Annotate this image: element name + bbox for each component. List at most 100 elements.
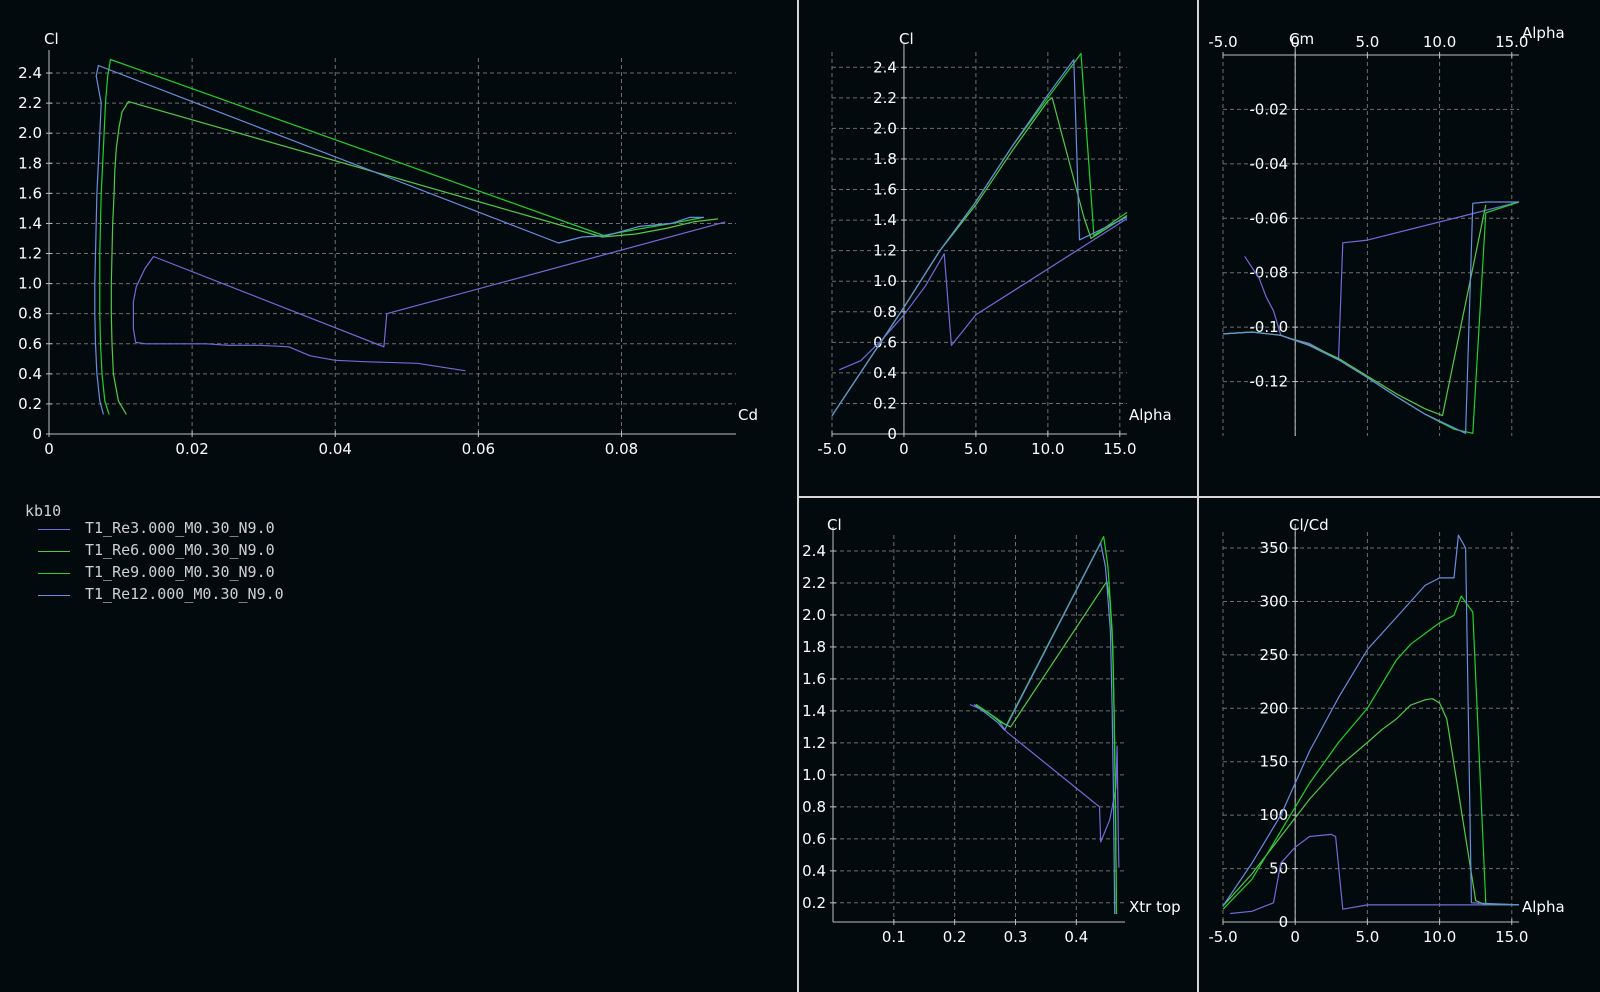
x-tick-label: -5.0 — [817, 440, 846, 458]
y-tick-label: 0.8 — [873, 303, 897, 321]
y-tick-label: 0.8 — [802, 798, 826, 816]
x-tick-label: 0.4 — [1064, 928, 1088, 946]
y-tick-label: 350 — [1260, 539, 1289, 557]
x-tick-label: -5.0 — [1208, 33, 1237, 51]
y-tick-label: 0.6 — [802, 830, 826, 848]
y-tick-label: 1.2 — [18, 245, 42, 263]
x-tick-label: 0.1 — [882, 928, 906, 946]
x-tick-label: 15.0 — [1495, 33, 1528, 51]
y-tick-label: 1.6 — [873, 181, 897, 199]
x-tick-label: 0.08 — [605, 440, 638, 458]
x-axis-label: Cd — [738, 406, 758, 424]
x-tick-label: 0.04 — [319, 440, 352, 458]
series-line — [1222, 201, 1519, 434]
y-tick-label: 2.2 — [873, 89, 897, 107]
y-tick-label: 1.2 — [802, 734, 826, 752]
series-line — [1230, 833, 1519, 915]
y-tick-label: -0.10 — [1249, 318, 1288, 336]
y-tick-label: 0.2 — [802, 894, 826, 912]
y-tick-label: 2.2 — [18, 94, 42, 112]
chart-cm-alpha: -5.0 0 5.0 10.0 15.0-0.02-0.04-0.06-0.08-0.1… — [1208, 24, 1565, 436]
series-line — [969, 703, 1120, 868]
x-tick-label: 0.3 — [1004, 928, 1028, 946]
legend-item: T1_Re3.000_M0.30_N9.0 — [38, 518, 358, 540]
x-tick-label: 15.0 — [1103, 440, 1136, 458]
x-tick-label: 10.0 — [1031, 440, 1064, 458]
x-axis-label: Xtr top — [1129, 898, 1181, 916]
series-line — [831, 52, 1128, 417]
y-tick-label: 250 — [1260, 646, 1289, 664]
legend-item: T1_Re6.000_M0.30_N9.0 — [38, 540, 358, 562]
y-tick-label: 1.6 — [802, 670, 826, 688]
y-axis-label: Cl — [827, 516, 842, 534]
series-line — [975, 580, 1118, 915]
chart-panel-cl-cd: 0 0.02 0.04 0.06 0.08 0 0.2 0.4 0.6 0.8 1.0 1.2 1.4 1… — [0, 0, 797, 496]
x-tick-label: 0 — [44, 440, 54, 458]
series-line — [975, 535, 1118, 915]
y-axis-label: Cm — [1289, 30, 1314, 48]
y-tick-label: 0 — [1279, 913, 1289, 931]
y-tick-label: 0.2 — [18, 395, 42, 413]
x-tick-label: 0.06 — [462, 440, 495, 458]
series-line — [1222, 698, 1520, 907]
y-tick-label: 1.8 — [873, 150, 897, 168]
x-tick-label: 5.0 — [1355, 33, 1379, 51]
y-tick-label: 1.0 — [18, 275, 42, 293]
y-tick-label: 2.4 — [802, 542, 826, 560]
x-axis-label: Alpha — [1129, 406, 1172, 424]
y-tick-label: -0.12 — [1249, 373, 1288, 391]
y-tick-label: 2.0 — [18, 124, 42, 142]
x-axis-label: Alpha — [1522, 898, 1565, 916]
legend-label: T1_Re6.000_M0.30_N9.0 — [85, 541, 275, 559]
y-tick-label: 1.0 — [802, 766, 826, 784]
chart-cl-cd: 0 0.02 0.04 0.06 0.08 0 0.2 0.4 0.6 0.8 1.0 1.2 1.4 1… — [18, 30, 758, 458]
y-tick-label: 2.4 — [18, 64, 42, 82]
legend-item: T1_Re12.000_M0.30_N9.0 — [38, 584, 358, 606]
y-tick-label: 2.0 — [802, 606, 826, 624]
series-line — [1222, 534, 1520, 907]
y-axis-label: Cl/Cd — [1289, 516, 1329, 534]
series-line — [831, 58, 1128, 417]
legend-swatch — [38, 595, 70, 596]
y-tick-label: 100 — [1260, 806, 1289, 824]
legend-label: T1_Re9.000_M0.30_N9.0 — [85, 563, 275, 581]
legend-swatch — [38, 529, 70, 530]
y-axis-label: Cl — [899, 30, 914, 48]
legend-panel: kb10 T1_Re3.000_M0.30_N9.0 T1_Re6.000_M0… — [0, 496, 797, 992]
y-tick-label: 0.4 — [802, 862, 826, 880]
y-tick-label: -0.06 — [1249, 209, 1288, 227]
x-tick-label: 10.0 — [1423, 928, 1456, 946]
y-tick-label: 1.2 — [873, 242, 897, 260]
chart-panel-cm-alpha: -5.0 0 5.0 10.0 15.0 -0.02 -0.04 -0.06 -0.08 -0.1… — [1199, 0, 1600, 496]
x-tick-label: 5.0 — [964, 440, 988, 458]
series-line — [94, 64, 704, 415]
y-tick-label: 1.8 — [802, 638, 826, 656]
legend-swatch — [38, 573, 70, 574]
y-tick-label: 300 — [1260, 592, 1289, 610]
y-tick-label: 0.2 — [873, 394, 897, 412]
series-line — [838, 218, 1128, 371]
x-tick-label: 10.0 — [1423, 33, 1456, 51]
series-line — [973, 542, 1116, 915]
y-tick-label: 0.6 — [18, 335, 42, 353]
y-tick-label: 0.8 — [18, 305, 42, 323]
series-line — [132, 221, 726, 372]
x-tick-label: 0 — [899, 440, 909, 458]
y-tick-label: 0 — [887, 425, 897, 443]
x-tick-label: 0 — [1290, 33, 1300, 51]
chart-panel-cl-xtrtop: 0.1 0.2 0.3 0.4 0.2 0.4 0.6 0.8 1.0 1.2 1.4 1.6 1.8 2… — [799, 498, 1197, 992]
series-line — [1222, 595, 1520, 910]
legend-item: T1_Re9.000_M0.30_N9.0 — [38, 562, 358, 584]
y-tick-label: -0.04 — [1249, 155, 1288, 173]
y-tick-label: 1.6 — [18, 184, 42, 202]
y-axis-label: Cl — [44, 30, 59, 48]
y-tick-label: 1.0 — [873, 272, 897, 290]
y-tick-label: 0.6 — [873, 333, 897, 351]
y-tick-label: 2.4 — [873, 58, 897, 76]
y-tick-label: 0.4 — [18, 365, 42, 383]
chart-cl-xtrtop: 0.1 0.2 0.3 0.4 0.2 0.4 0.6 0.8 1.0 1.2 1.4 1.6 1.8 2… — [802, 516, 1181, 946]
x-tick-label: 15.0 — [1495, 928, 1528, 946]
y-tick-label: 1.4 — [18, 214, 42, 232]
y-tick-label: 1.8 — [18, 154, 42, 172]
y-tick-label: 1.4 — [873, 211, 897, 229]
